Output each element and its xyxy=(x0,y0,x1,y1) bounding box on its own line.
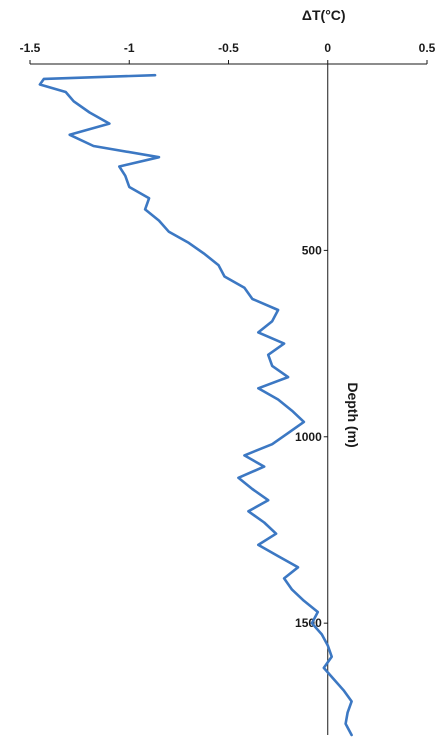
x-tick-label: -0.5 xyxy=(218,41,239,55)
series-group xyxy=(38,73,353,737)
x-tick-label: -1 xyxy=(124,41,135,55)
x-tick-label: -1.5 xyxy=(20,41,41,55)
x-tick-label: 0 xyxy=(324,41,331,55)
y-tick-label: 1000 xyxy=(295,430,322,444)
temperature-profile-line xyxy=(38,73,353,737)
y-tick-label: 1500 xyxy=(295,616,322,630)
x-axis-ticks: -1.5 -1 -0.5 0 0.5 xyxy=(20,41,436,64)
y-axis-ticks: 500 1000 1500 xyxy=(295,243,328,630)
x-axis-title: ΔT(°C) xyxy=(302,7,346,23)
x-tick-label: 0.5 xyxy=(419,41,436,55)
y-axis-title: Depth (m) xyxy=(345,382,361,447)
y-tick-label: 500 xyxy=(302,243,322,257)
